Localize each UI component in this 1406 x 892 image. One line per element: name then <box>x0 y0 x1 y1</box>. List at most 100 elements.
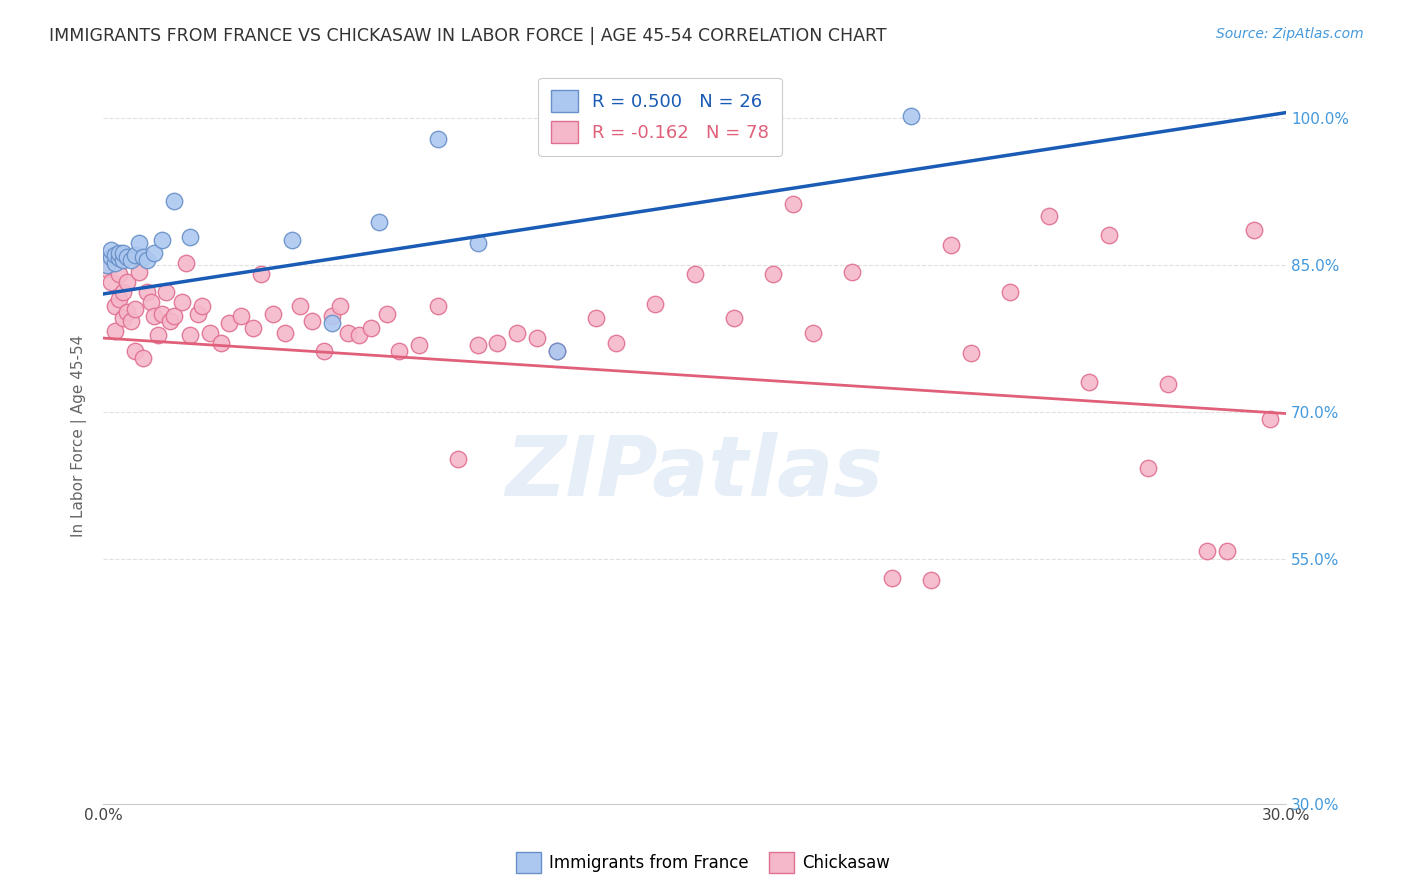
Point <box>998 285 1021 299</box>
Point <box>115 250 138 264</box>
Point <box>139 294 162 309</box>
Point <box>124 248 146 262</box>
Point <box>124 301 146 316</box>
Point <box>801 326 824 340</box>
Point <box>159 314 181 328</box>
Point <box>148 328 170 343</box>
Point <box>1097 228 1119 243</box>
Point <box>111 245 134 260</box>
Point <box>1258 412 1281 426</box>
Point <box>349 328 371 343</box>
Point <box>155 285 177 299</box>
Point <box>111 252 134 267</box>
Point <box>143 245 166 260</box>
Point <box>135 285 157 299</box>
Point <box>111 285 134 299</box>
Point <box>683 268 706 282</box>
Point <box>467 235 489 250</box>
Point <box>605 335 627 350</box>
Point <box>104 324 127 338</box>
Point <box>1136 461 1159 475</box>
Point <box>198 326 221 340</box>
Point <box>143 309 166 323</box>
Point <box>321 309 343 323</box>
Point <box>841 265 863 279</box>
Point <box>174 255 197 269</box>
Point <box>100 275 122 289</box>
Point <box>546 343 568 358</box>
Point <box>375 307 398 321</box>
Point <box>242 321 264 335</box>
Point <box>128 235 150 250</box>
Point <box>427 299 450 313</box>
Point <box>273 326 295 340</box>
Point <box>135 252 157 267</box>
Y-axis label: In Labor Force | Age 45-54: In Labor Force | Age 45-54 <box>72 334 87 537</box>
Point <box>546 343 568 358</box>
Point <box>900 109 922 123</box>
Point <box>262 307 284 321</box>
Point <box>486 335 509 350</box>
Point <box>321 317 343 331</box>
Point <box>1038 209 1060 223</box>
Point <box>329 299 352 313</box>
Point <box>128 265 150 279</box>
Point <box>1157 377 1180 392</box>
Point <box>408 338 430 352</box>
Point <box>108 245 131 260</box>
Point <box>723 311 745 326</box>
Point <box>179 328 201 343</box>
Point <box>218 317 240 331</box>
Point <box>100 243 122 257</box>
Point <box>506 326 529 340</box>
Point <box>880 571 903 585</box>
Legend: R = 0.500   N = 26, R = -0.162   N = 78: R = 0.500 N = 26, R = -0.162 N = 78 <box>538 78 782 156</box>
Point <box>920 573 942 587</box>
Point <box>782 196 804 211</box>
Point <box>281 233 304 247</box>
Point <box>163 194 186 208</box>
Point <box>131 250 153 264</box>
Point <box>104 255 127 269</box>
Point <box>336 326 359 340</box>
Point <box>179 230 201 244</box>
Point <box>312 343 335 358</box>
Point <box>104 248 127 262</box>
Text: Source: ZipAtlas.com: Source: ZipAtlas.com <box>1216 27 1364 41</box>
Point <box>644 297 666 311</box>
Point <box>111 311 134 326</box>
Point <box>120 252 142 267</box>
Point <box>96 262 118 277</box>
Point <box>368 215 391 229</box>
Point <box>250 268 273 282</box>
Point <box>124 343 146 358</box>
Point <box>104 299 127 313</box>
Point <box>150 307 173 321</box>
Point <box>1077 375 1099 389</box>
Point <box>388 343 411 358</box>
Point <box>526 331 548 345</box>
Point <box>290 299 312 313</box>
Point <box>467 338 489 352</box>
Point <box>131 351 153 365</box>
Point <box>115 275 138 289</box>
Point <box>115 304 138 318</box>
Point <box>163 309 186 323</box>
Point <box>211 335 233 350</box>
Point <box>108 251 131 265</box>
Point <box>120 314 142 328</box>
Point <box>1216 543 1239 558</box>
Point <box>108 292 131 306</box>
Text: ZIPatlas: ZIPatlas <box>506 433 883 513</box>
Text: IMMIGRANTS FROM FRANCE VS CHICKASAW IN LABOR FORCE | AGE 45-54 CORRELATION CHART: IMMIGRANTS FROM FRANCE VS CHICKASAW IN L… <box>49 27 887 45</box>
Point <box>360 321 382 335</box>
Point <box>959 345 981 359</box>
Point <box>96 258 118 272</box>
Point <box>100 250 122 264</box>
Point <box>427 132 450 146</box>
Point <box>108 268 131 282</box>
Point <box>1243 223 1265 237</box>
Point <box>301 314 323 328</box>
Point <box>170 294 193 309</box>
Point <box>187 307 209 321</box>
